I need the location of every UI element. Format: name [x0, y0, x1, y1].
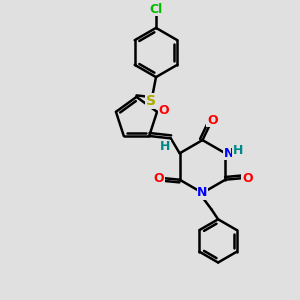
Text: H: H — [233, 144, 243, 158]
Text: O: O — [242, 172, 253, 185]
Text: S: S — [146, 94, 156, 108]
Text: O: O — [153, 172, 164, 185]
Text: Cl: Cl — [149, 3, 163, 16]
Text: O: O — [207, 113, 218, 127]
Text: N: N — [224, 147, 234, 160]
Text: O: O — [158, 104, 169, 117]
Text: H: H — [160, 140, 171, 153]
Text: N: N — [197, 186, 208, 200]
